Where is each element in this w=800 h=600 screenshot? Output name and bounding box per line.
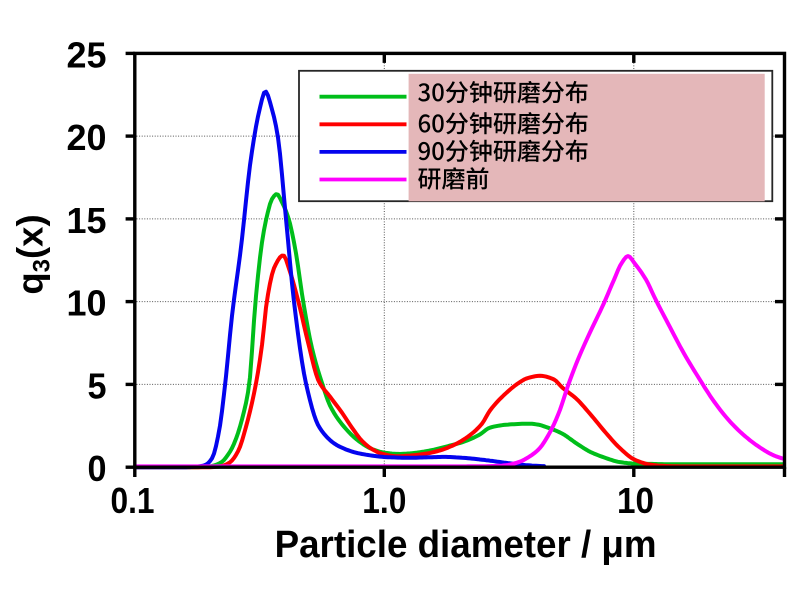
svg-text:10: 10 — [67, 283, 107, 324]
svg-text:10: 10 — [617, 480, 654, 521]
svg-text:Particle diameter / μm: Particle diameter / μm — [275, 524, 657, 566]
svg-text:q3(x): q3(x) — [10, 214, 56, 294]
svg-text:1.0: 1.0 — [362, 480, 406, 521]
svg-text:20: 20 — [67, 117, 107, 158]
svg-text:25: 25 — [67, 34, 107, 75]
svg-text:0.1: 0.1 — [111, 480, 155, 521]
svg-text:15: 15 — [67, 200, 107, 241]
svg-text:5: 5 — [88, 365, 107, 406]
svg-text:0: 0 — [88, 448, 107, 489]
